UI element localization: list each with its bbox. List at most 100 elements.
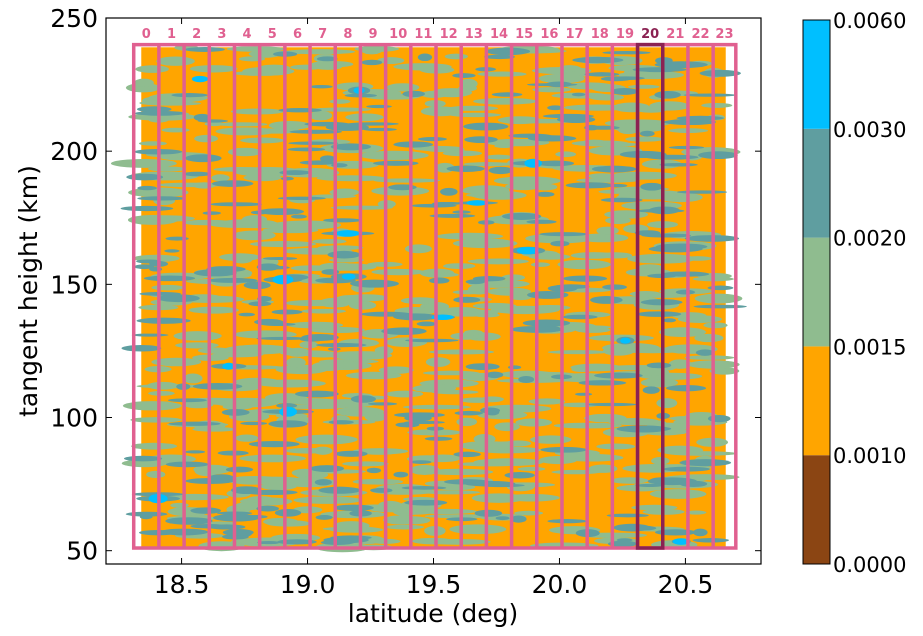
field-blob-level-2 bbox=[596, 443, 636, 450]
field-blob-level-3 bbox=[613, 523, 651, 532]
field-blob-level-3 bbox=[452, 73, 476, 78]
field-blob-level-3 bbox=[320, 155, 336, 163]
field-blob-level-2 bbox=[138, 141, 167, 146]
field-blob-level-3 bbox=[197, 119, 228, 123]
field-blob-level-2 bbox=[130, 417, 182, 423]
field-blob-level-2 bbox=[528, 253, 571, 260]
field-blob-level-3 bbox=[222, 528, 254, 536]
field-blob-level-3 bbox=[565, 182, 614, 189]
field-blob-level-2 bbox=[146, 381, 179, 390]
field-blob-level-3 bbox=[526, 219, 557, 224]
field-blob-level-3 bbox=[416, 321, 437, 327]
field-blob-level-2 bbox=[252, 171, 278, 180]
field-blob-level-2 bbox=[393, 63, 452, 71]
field-blob-level-3 bbox=[479, 483, 525, 488]
field-blob-level-3 bbox=[453, 451, 481, 458]
field-blob-level-2 bbox=[394, 508, 434, 515]
field-blob-level-3 bbox=[547, 105, 564, 111]
field-blob-level-2 bbox=[667, 451, 737, 456]
field-blob-level-2 bbox=[219, 253, 261, 262]
field-blob-level-2 bbox=[467, 258, 529, 265]
field-blob-level-2 bbox=[625, 136, 664, 142]
x-tick-label: 19.5 bbox=[406, 570, 462, 599]
field-blob-level-3 bbox=[366, 104, 392, 109]
field-blob-level-3 bbox=[257, 208, 305, 215]
strip-label: 2 bbox=[192, 27, 201, 42]
field-blob-level-3 bbox=[550, 240, 570, 247]
colorbar-segment bbox=[803, 237, 830, 347]
field-blob-level-3 bbox=[654, 90, 681, 99]
colorbar-segment bbox=[803, 128, 830, 238]
field-blob-level-2 bbox=[551, 469, 601, 475]
field-blob-level-2 bbox=[226, 46, 285, 52]
field-blob-level-3 bbox=[584, 72, 620, 77]
field-blob-level-3 bbox=[488, 166, 513, 175]
field-blob-level-2 bbox=[131, 442, 178, 450]
field-blob-level-4 bbox=[222, 362, 236, 370]
colorbar-tick-label: 0.0020 bbox=[833, 227, 906, 251]
field-blob-level-2 bbox=[360, 44, 383, 55]
field-blob-level-2 bbox=[235, 434, 259, 442]
field-blob-level-3 bbox=[527, 135, 577, 142]
field-blob-level-3 bbox=[655, 243, 708, 250]
field-blob-level-3 bbox=[125, 511, 168, 517]
field-blob-level-4 bbox=[516, 246, 540, 255]
field-blob-level-3 bbox=[654, 61, 708, 69]
field-blob-level-2 bbox=[610, 171, 677, 180]
field-blob-level-2 bbox=[122, 401, 182, 411]
field-blob-level-2 bbox=[668, 359, 692, 369]
field-blob-level-3 bbox=[607, 540, 638, 547]
field-blob-level-3 bbox=[289, 129, 343, 134]
field-blob-level-3 bbox=[366, 467, 382, 474]
field-blob-level-3 bbox=[547, 519, 587, 524]
field-blob-level-3 bbox=[552, 284, 590, 289]
field-blob-level-3 bbox=[417, 53, 433, 62]
field-blob-level-2 bbox=[463, 329, 483, 336]
strip-label: 7 bbox=[318, 27, 327, 42]
field-blob-level-2 bbox=[434, 484, 476, 491]
field-blob-level-2 bbox=[293, 496, 362, 504]
field-blob-level-2 bbox=[225, 219, 258, 226]
field-blob-level-2 bbox=[473, 458, 544, 467]
field-blob-level-3 bbox=[368, 402, 398, 406]
field-blob-level-3 bbox=[136, 317, 191, 324]
field-blob-level-3 bbox=[465, 279, 486, 285]
field-blob-level-2 bbox=[285, 447, 331, 454]
field-blob-level-3 bbox=[480, 407, 501, 414]
field-blob-level-2 bbox=[352, 478, 404, 485]
colorbar-segment bbox=[803, 20, 830, 129]
field-blob-level-2 bbox=[404, 244, 432, 254]
strip-label: 12 bbox=[440, 27, 458, 42]
field-blob-level-3 bbox=[309, 465, 345, 472]
field-blob-level-2 bbox=[420, 106, 461, 117]
field-blob-level-2 bbox=[192, 426, 237, 432]
field-blob-level-3 bbox=[562, 314, 598, 320]
field-blob-level-3 bbox=[316, 342, 367, 348]
field-blob-level-3 bbox=[486, 371, 504, 379]
field-blob-level-2 bbox=[575, 327, 611, 333]
field-blob-level-3 bbox=[695, 349, 715, 356]
field-blob-level-2 bbox=[256, 379, 326, 388]
field-blob-level-2 bbox=[146, 470, 166, 479]
strip-label: 9 bbox=[369, 27, 378, 42]
field-blob-level-3 bbox=[123, 455, 163, 462]
field-blob-level-2 bbox=[494, 422, 520, 432]
strip-label: 11 bbox=[414, 27, 432, 42]
field-blob-level-2 bbox=[151, 284, 184, 291]
field-blob-level-3 bbox=[602, 284, 627, 290]
field-blob-level-3 bbox=[320, 540, 355, 545]
field-blob-level-2 bbox=[228, 147, 263, 157]
field-blob-level-3 bbox=[350, 395, 376, 403]
strip-label: 13 bbox=[465, 27, 483, 42]
field-blob-level-3 bbox=[698, 151, 738, 160]
field-blob-level-3 bbox=[167, 398, 207, 403]
field-blob-level-2 bbox=[444, 53, 468, 60]
field-blob-level-2 bbox=[709, 367, 740, 375]
field-blob-level-3 bbox=[309, 85, 333, 89]
field-blob-level-2 bbox=[170, 502, 189, 508]
field-blob-level-3 bbox=[294, 390, 339, 398]
field-blob-level-3 bbox=[318, 486, 361, 494]
field-blob-level-2 bbox=[216, 122, 268, 127]
field-blob-level-3 bbox=[659, 162, 698, 167]
field-blob-level-3 bbox=[333, 504, 374, 511]
